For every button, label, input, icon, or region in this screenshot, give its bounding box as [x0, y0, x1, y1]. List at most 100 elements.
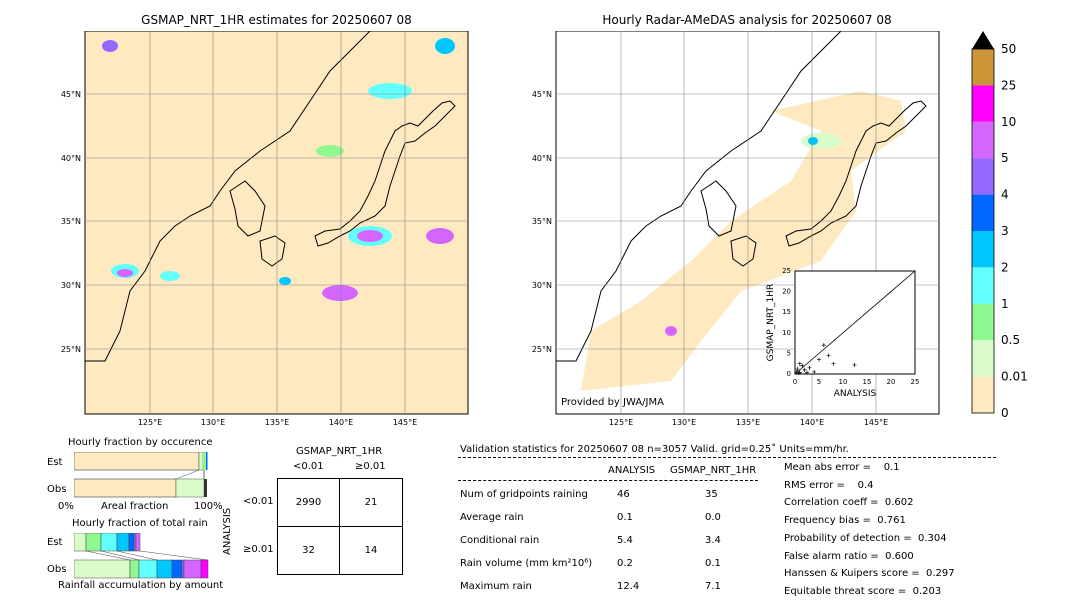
lon-tick: 125°E — [609, 418, 633, 427]
stat-value: 46 — [617, 489, 630, 500]
provider-credit: Provided by JWA/JMA — [561, 397, 664, 408]
tr-est-label: Est — [47, 537, 63, 548]
occ-obs-label: Obs — [47, 484, 67, 495]
stat-label: Conditional rain — [460, 535, 540, 546]
rain-area — [426, 228, 454, 244]
score: Probability of detection = 0.304 — [784, 532, 947, 544]
stat-value: 0.2 — [617, 558, 633, 569]
occ-0pct: 0% — [58, 501, 74, 512]
stats-col1: ANALYSIS — [608, 465, 656, 476]
colorbar-label: 50 — [1001, 42, 1016, 56]
totalrain-bars — [74, 533, 209, 579]
scatter-point — [817, 357, 821, 362]
colorbar-label: 0 — [1001, 406, 1009, 420]
occ-est-label: Est — [47, 457, 63, 468]
coastline — [785, 100, 927, 247]
rain-area — [801, 133, 841, 149]
lat-tick: 25°N — [532, 345, 552, 354]
colorbar-label: 4 — [1001, 188, 1009, 202]
y-tick: 15 — [782, 308, 791, 316]
coastline — [700, 180, 737, 237]
x-tick: 20 — [887, 378, 896, 386]
occ-xlabel: Areal fraction — [101, 501, 169, 512]
cell: 2990 — [278, 479, 340, 527]
rain-area — [117, 269, 133, 277]
lon-tick: 145°E — [393, 418, 417, 427]
rain-area — [279, 277, 291, 285]
colorbar-label: 2 — [1001, 260, 1009, 274]
divider — [458, 457, 996, 458]
scatter-point — [812, 369, 817, 374]
score: False alarm ratio = 0.600 — [784, 550, 914, 562]
rain-area — [435, 38, 455, 54]
score: Mean abs error = 0.1 — [784, 462, 900, 473]
rain-area — [316, 145, 344, 157]
colorbar-segment — [972, 340, 994, 377]
lon-tick: 145°E — [864, 418, 888, 427]
rain-area — [368, 83, 412, 99]
scatter-point — [795, 367, 800, 372]
colorbar-segment — [972, 158, 994, 195]
stat-value: 35 — [705, 489, 718, 500]
score: Hanssen & Kuipers score = 0.297 — [784, 568, 955, 580]
x-tick: 5 — [817, 378, 821, 386]
stat-value: 3.4 — [705, 535, 721, 546]
scatter-inset: 00 5 5 10 10 15 15 20 20 25 25 ANALYSIS GSMAP_NRT_1H… — [766, 267, 919, 399]
colorbar-segment — [972, 49, 994, 86]
scatter-point — [802, 367, 807, 372]
colorbar-label: 3 — [1001, 224, 1009, 238]
stat-label: Num of gridpoints raining — [460, 489, 588, 500]
scatter-point — [794, 369, 799, 374]
colorbar-segment — [972, 267, 994, 304]
colorbar-segment — [972, 303, 994, 341]
rain-area — [808, 137, 818, 145]
divider — [458, 480, 758, 481]
rain-area — [322, 285, 358, 301]
lat-tick: 30°N — [61, 281, 81, 290]
lon-tick: 140°E — [329, 418, 353, 427]
stat-label: Maximum rain — [460, 581, 532, 592]
lat-tick: 25°N — [61, 345, 81, 354]
score: RMS error = 0.4 — [784, 479, 874, 491]
right-map-title: Hourly Radar-AMeDAS analysis for 2025060… — [602, 13, 892, 27]
stat-label: Average rain — [460, 512, 524, 523]
colorbar-label: 1 — [1001, 297, 1009, 311]
colorbar-label: 0.5 — [1001, 333, 1020, 347]
rain-area — [665, 326, 677, 336]
stat-value: 0.0 — [705, 512, 721, 523]
score: Equitable threat score = 0.203 — [784, 585, 942, 597]
rain-area — [160, 271, 180, 281]
diagonal-line — [794, 270, 916, 375]
scatter-point — [807, 365, 812, 370]
y-tick: 25 — [782, 267, 791, 275]
x-tick: 10 — [839, 378, 848, 386]
scatter-point — [852, 362, 857, 367]
lon-tick: 125°E — [138, 418, 162, 427]
lat-tick: 35°N — [61, 217, 81, 226]
lon-tick: 135°E — [265, 418, 289, 427]
stat-value: 0.1 — [705, 558, 721, 569]
occ-100pct: 100% — [194, 501, 223, 512]
scatter-point — [796, 371, 801, 376]
stats-col2: GSMAP_NRT_1HR — [670, 465, 757, 476]
colorbar-label: 25 — [1001, 78, 1016, 92]
scatter-point — [800, 363, 805, 368]
occurrence-bars — [74, 452, 208, 498]
y-tick: 0 — [787, 370, 791, 378]
totalrain-title: Hourly fraction of total rain — [72, 518, 208, 529]
scatter-point — [805, 370, 809, 375]
contingency-row2: ≥0.01 — [243, 544, 274, 555]
x-axis-label: ANALYSIS — [834, 389, 877, 399]
colorbar-label: 10 — [1001, 115, 1016, 129]
stat-value: 7.1 — [705, 581, 721, 592]
rain-area — [102, 40, 118, 52]
scatter-point — [797, 361, 802, 366]
colorbar-segment — [972, 231, 994, 268]
lat-tick: 45°N — [532, 90, 552, 99]
scatter-point — [826, 353, 831, 358]
colorbar-segment — [972, 194, 994, 231]
stat-value: 12.4 — [617, 581, 640, 592]
colorbar-segment — [972, 376, 994, 413]
y-axis-label: GSMAP_NRT_1HR — [766, 284, 776, 362]
cell: 14 — [364, 544, 378, 556]
